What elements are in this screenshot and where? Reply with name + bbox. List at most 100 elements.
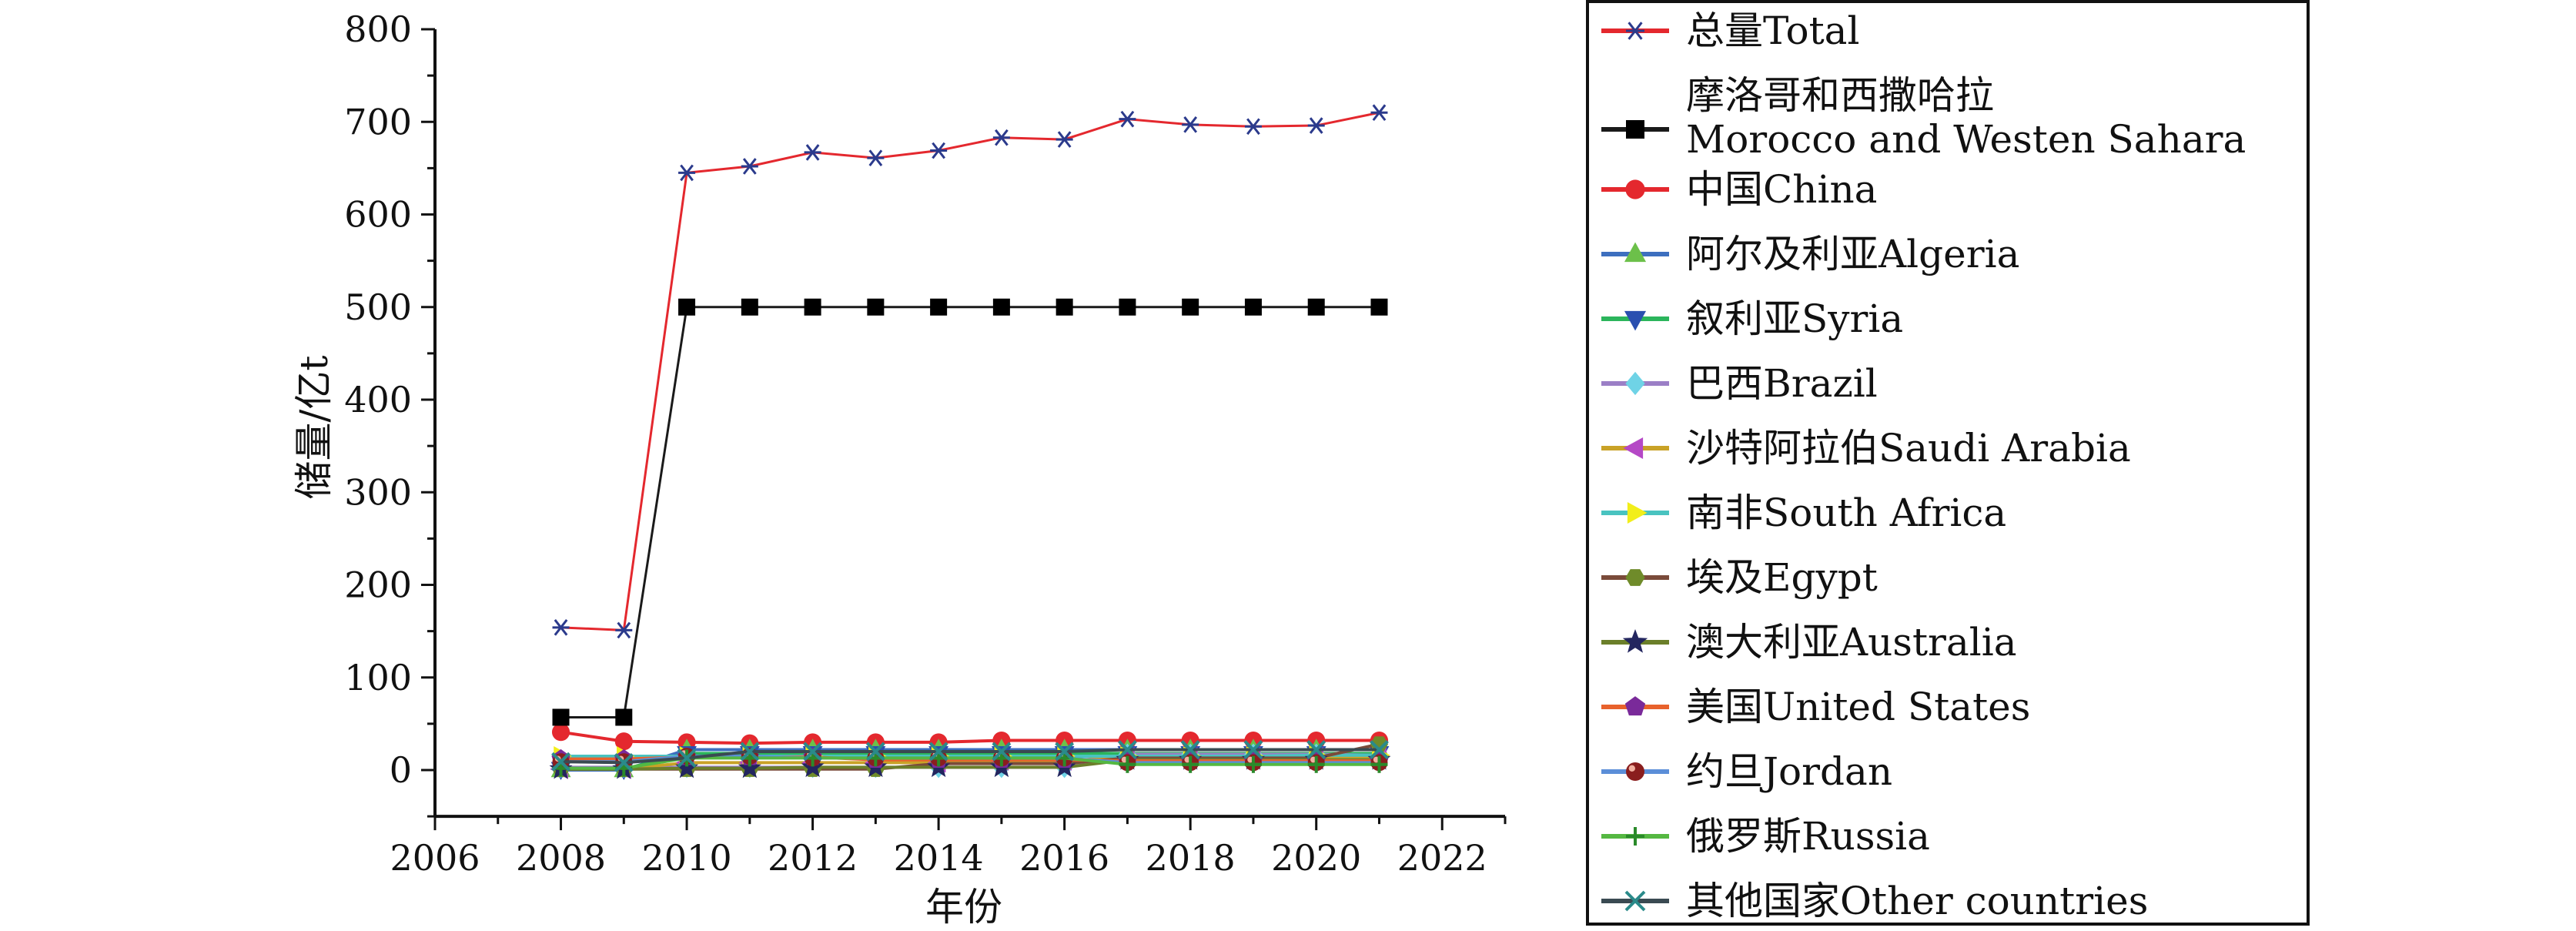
legend-item-algeria: 阿尔及利亚Algeria [1601,232,2019,276]
legend-item-syria: 叙利亚Syria [1601,296,1903,341]
asterisk-marker [1626,22,1644,40]
y-tick-label: 200 [344,564,412,606]
series-line-other-countries [560,748,1380,765]
x-tick-label: 2022 [1397,837,1487,879]
legend-label: 俄罗斯Russia [1686,814,1930,859]
data-point-total [804,144,821,161]
legend-label: 巴西Brazil [1686,361,1878,406]
circle-marker [1625,179,1645,199]
triangle-left-marker [1623,437,1644,460]
y-tick-label: 700 [344,101,412,142]
data-point-morocco-and-westen-sahara [1370,298,1388,316]
legend-item-china: 中国China [1601,167,1877,212]
data-point-other-countries [1370,740,1389,759]
data-point-total [1370,104,1388,122]
x-tick-label: 2018 [1146,837,1236,879]
legend-label: 其他国家Other countries [1686,879,2148,923]
data-point-total [678,164,696,182]
series-layer [549,104,1391,781]
legend-item-other-countries: 其他国家Other countries [1601,879,2148,923]
legend-box [1586,0,2310,926]
legend-item-australia: 澳大利亚Australia [1601,620,2017,665]
legend-item-total: 总量Total [1601,8,1859,53]
y-axis-title: 储量/亿t [292,356,336,500]
legend-item-morocco-and-westen-sahara: 摩洛哥和西撒哈拉 Morocco and Westen Sahara [1601,73,2246,162]
legend-label: 沙特阿拉伯Saudi Arabia [1686,426,2131,471]
hexagon-marker [1625,569,1645,586]
data-point-other-countries [677,748,697,768]
data-point-china [551,723,570,742]
data-point-morocco-and-westen-sahara [552,708,570,726]
data-point-morocco-and-westen-sahara [741,298,758,316]
y-tick-label: 600 [344,194,412,236]
x-tick-label: 2020 [1271,837,1361,879]
axes: 0 100 200 300 400 500 600 700 800 2006 2008 2010 201… [344,8,1507,879]
data-point-morocco-and-westen-sahara [678,298,696,316]
legend-item-egypt: 埃及Egypt [1601,555,1878,600]
legend-label: 总量Total [1686,8,1859,53]
legend-item-united-states: 美国United States [1601,685,2030,729]
data-point-russia [1119,755,1136,773]
y-tick-label: 800 [344,8,412,50]
data-point-other-countries [1243,740,1263,759]
series-line-morocco-and-westen-sahara [560,306,1380,718]
triangle-right-marker [1627,501,1648,524]
data-point-china [614,732,633,751]
data-point-total [1182,116,1199,133]
data-point-morocco-and-westen-sahara [1244,298,1262,316]
data-point-morocco-and-westen-sahara [867,298,885,316]
star-marker [1622,628,1648,653]
data-point-other-countries [992,742,1012,762]
data-point-morocco-and-westen-sahara [804,298,821,316]
series-china [551,723,1389,752]
y-tick-label: 300 [344,471,412,513]
data-point-morocco-and-westen-sahara [1182,298,1199,316]
legend-label: 埃及Egypt [1686,555,1878,600]
diamond-marker [1625,371,1645,396]
legend-item-jordan: 约旦Jordan [1601,749,1892,794]
legend-label: 中国China [1686,167,1877,212]
x-tick-label: 2016 [1019,837,1109,879]
triangle-down-marker [1624,310,1647,331]
data-point-other-countries [928,742,948,762]
square-marker [1626,120,1644,139]
series-total [552,104,1388,639]
legend-label: 南非South Africa [1686,491,2006,535]
legend-item-south-africa: 南非South Africa [1601,491,2006,535]
data-point-other-countries [1117,740,1137,759]
x-tick-label: 2008 [516,837,606,879]
data-point-morocco-and-westen-sahara [992,298,1010,316]
data-point-russia [1370,755,1388,773]
data-point-total [1055,131,1073,148]
data-point-morocco-and-westen-sahara [930,298,948,316]
series-line-total [560,111,1380,631]
data-point-other-countries [551,752,570,772]
y-tick-label: 500 [344,286,412,328]
data-point-total [1244,118,1262,136]
data-point-russia [1244,755,1262,773]
data-point-other-countries [1306,740,1326,759]
series-morocco-and-westen-sahara [552,298,1388,726]
legend: 总量Total 摩洛哥和西撒哈拉 Morocco and Westen Sahara… [1586,0,2310,926]
data-point-australia [738,755,761,779]
data-point-total [930,142,948,159]
series-other-countries [551,740,1389,772]
data-point-other-countries [865,742,885,762]
data-point-morocco-and-westen-sahara [615,708,633,726]
data-point-morocco-and-westen-sahara [1119,298,1136,316]
data-point-total [1119,110,1136,128]
data-point-total [992,129,1010,146]
legend-label: 阿尔及利亚Algeria [1686,232,2019,276]
data-point-other-countries [740,742,760,762]
legend-label: 叙利亚Syria [1686,296,1903,341]
data-point-egypt [1370,736,1389,752]
data-point-other-countries [614,752,634,772]
data-point-total [867,149,885,166]
legend-label: 摩洛哥和西撒哈拉 Morocco and Westen Sahara [1686,73,2246,162]
data-point-other-countries [803,742,823,762]
x-tick-label: 2014 [894,837,984,879]
data-point-total [615,621,633,639]
data-point-morocco-and-westen-sahara [1307,298,1325,316]
